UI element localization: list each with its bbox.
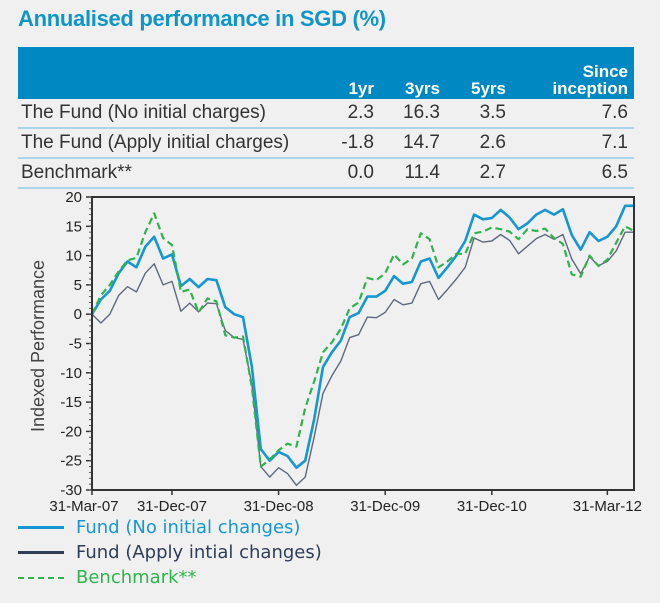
x-tick-label: 31-Dec-10 [457,498,527,515]
cell-3yrs: 14.7 [380,128,446,159]
performance-chart: Indexed Performance 20 15 10 5 0 -5 -10 -15 -20 -… [0,186,660,520]
cell-5yrs: 2.7 [446,158,512,189]
header-since-inception: Since inception [512,47,634,99]
series-fund-no-charges [90,204,634,470]
cell-since-inception: 7.6 [512,99,634,129]
legend-label: Fund (Apply intial changes) [76,542,322,563]
header-3yrs: 3yrs [380,47,446,99]
header-since-line2: inception [552,79,628,98]
table-row: The Fund (No initial charges) 2.3 16.3 3… [18,99,634,129]
cell-1yr: 0.0 [324,158,380,189]
y-tick-label: 0 [74,306,82,323]
y-tick-label: -10 [60,365,82,382]
y-tick-label: 20 [65,189,82,206]
plot-frame [91,196,635,491]
x-tick-label: 31-Dec-07 [137,498,207,515]
x-tick-label: 31-Dec-08 [244,498,314,515]
performance-table: 1yr 3yrs 5yrs Since inception The Fund (N… [18,47,634,189]
y-tick-label: 5 [74,277,82,294]
x-tick-label: 31-Mar-07 [49,498,118,515]
cell-1yr: -1.8 [324,128,380,159]
y-tick-label: -30 [60,482,82,499]
y-axis-label: Indexed Performance [28,260,48,432]
header-since-line1: Since [582,62,628,81]
cell-5yrs: 3.5 [446,99,512,129]
cell-since-inception: 7.1 [512,128,634,159]
legend-item-benchmark: Benchmark** [18,565,322,590]
solid-line-icon [18,526,64,529]
header-label [18,47,324,99]
page-title: Annualised performance in SGD (%) [18,6,386,31]
y-tick-label: 15 [65,218,82,235]
cell-1yr: 2.3 [324,99,380,129]
cell-5yrs: 2.6 [446,128,512,159]
cell-3yrs: 16.3 [380,99,446,129]
chart-legend: Fund (No initial changes) Fund (Apply in… [18,515,322,590]
solid-line-icon [18,551,64,554]
legend-item-fund-no-charges: Fund (No initial changes) [18,515,322,540]
y-tick-label: -20 [60,423,82,440]
series-benchmark [91,212,635,468]
chart-svg: Indexed Performance 20 15 10 5 0 -5 -10 -15 -20 -… [28,189,642,515]
dashed-line-icon [18,576,64,579]
legend-item-fund-apply-charges: Fund (Apply intial changes) [18,540,322,565]
legend-label: Fund (No initial changes) [76,517,301,538]
row-label: Benchmark** [18,158,324,189]
row-label: The Fund (No initial charges) [18,99,324,129]
y-tick-label: -15 [60,394,82,411]
table-row: The Fund (Apply initial charges) -1.8 14… [18,128,634,159]
table-row: Benchmark** 0.0 11.4 2.7 6.5 [18,158,634,189]
x-tick-label: 31-Dec-09 [350,498,420,515]
cell-since-inception: 6.5 [512,158,634,189]
y-tick-label: -25 [60,453,82,470]
row-label: The Fund (Apply initial charges) [18,128,324,159]
header-5yrs: 5yrs [446,47,512,99]
series-fund-apply-charges [91,231,634,486]
legend-label: Benchmark** [76,567,197,588]
cell-3yrs: 11.4 [380,158,446,189]
header-1yr: 1yr [324,47,380,99]
y-tick-label: -5 [69,336,82,353]
x-tick-label: 31-Mar-12 [573,498,642,515]
y-tick-label: 10 [65,248,82,265]
table-header-row: 1yr 3yrs 5yrs Since inception [18,47,634,99]
